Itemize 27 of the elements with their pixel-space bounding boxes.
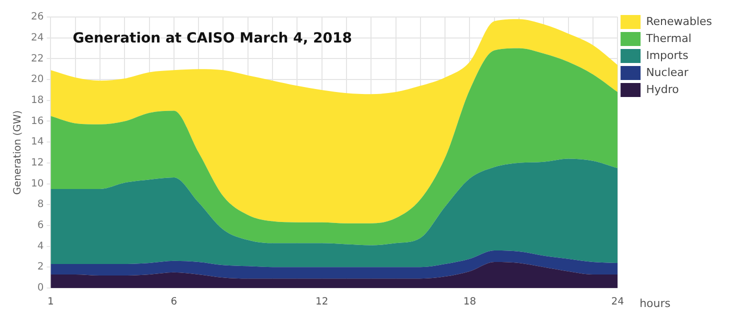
y-tick-label: 4 — [37, 240, 44, 252]
y-tick-label: 26 — [30, 12, 44, 23]
x-tick-label: 1 — [48, 296, 54, 308]
y-tick-label: 6 — [37, 220, 44, 232]
x-tick-label: 24 — [611, 296, 624, 308]
legend-label: Imports — [646, 48, 689, 62]
y-tick-label: 0 — [37, 282, 44, 294]
legend-label: Renewables — [646, 14, 712, 28]
y-tick-label: 14 — [30, 136, 44, 148]
y-tick-label: 12 — [30, 158, 44, 169]
y-axis-title: Generation (GW) — [12, 110, 24, 195]
y-tick-label: 10 — [30, 178, 44, 190]
legend-label: Hydro — [646, 82, 680, 96]
y-tick-label: 8 — [37, 199, 44, 210]
x-tick-label: 6 — [170, 296, 178, 308]
y-tick-label: 24 — [30, 32, 44, 44]
x-tick-label: 12 — [315, 296, 328, 308]
legend-label: Nuclear — [646, 66, 689, 79]
y-tick-label: 2 — [37, 262, 44, 273]
y-tick-label: 16 — [30, 116, 44, 127]
y-tick-label: 18 — [30, 94, 44, 106]
y-tick-label: 20 — [30, 74, 44, 86]
text: Generation at CAISO March 4, 2018 — [72, 30, 352, 47]
x-tick-label: 18 — [463, 296, 476, 308]
x-axis-title: hours — [640, 296, 671, 310]
legend-label: Thermal — [645, 32, 692, 45]
y-tick-label: 22 — [30, 53, 44, 64]
